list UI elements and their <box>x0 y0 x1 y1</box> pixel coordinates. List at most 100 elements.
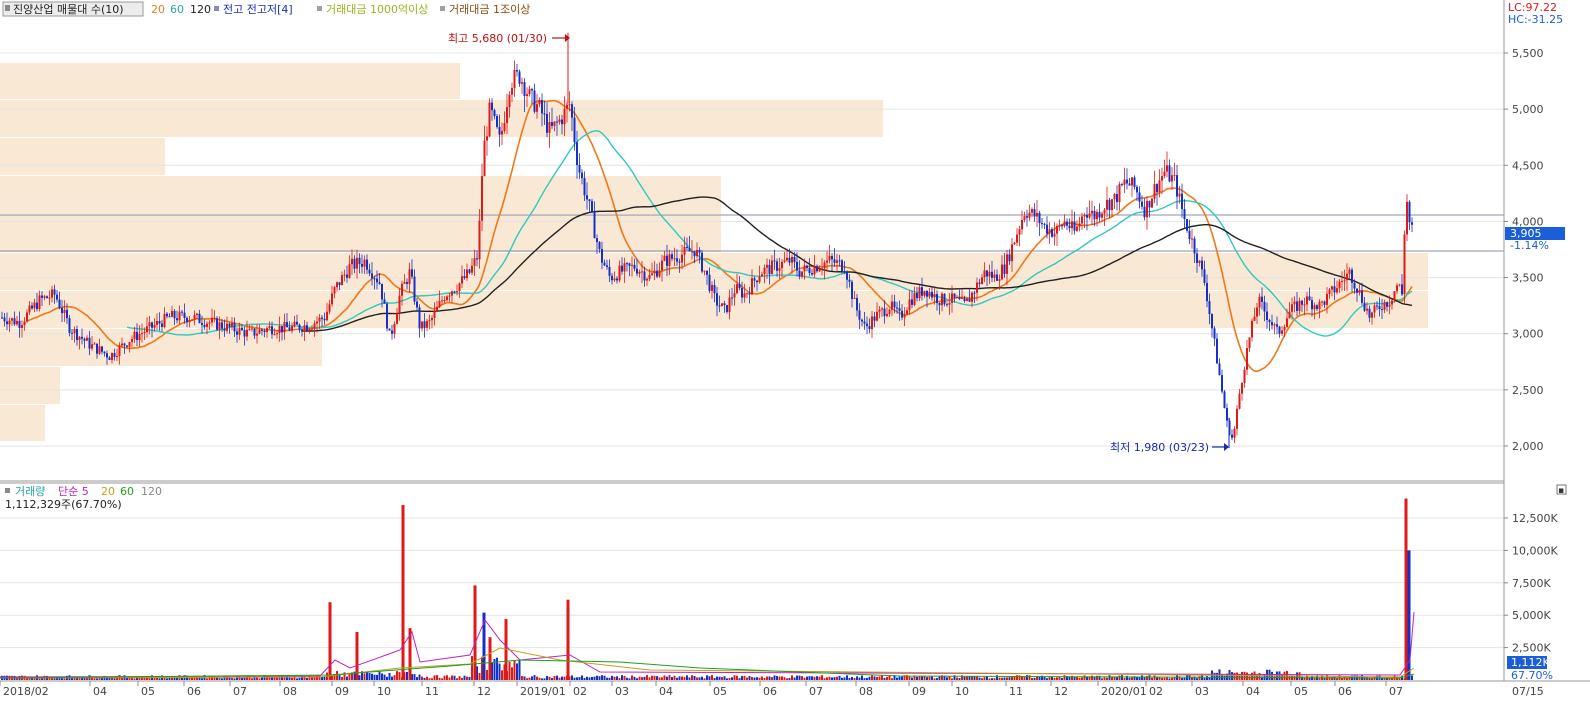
volume-bar <box>708 676 711 680</box>
volume-bar <box>596 675 598 680</box>
candle-body <box>1121 184 1123 186</box>
candle-body <box>1391 300 1393 305</box>
volume-bar <box>486 669 488 680</box>
volume-bar <box>981 678 983 680</box>
candle-body <box>268 326 271 329</box>
candle-body <box>138 334 141 340</box>
candle-body <box>461 276 463 284</box>
volume-bar <box>446 675 448 680</box>
volume-bar <box>976 675 978 680</box>
candle-body <box>826 260 828 263</box>
candle-body <box>81 336 83 339</box>
candle-body <box>1353 282 1356 289</box>
volume-bar <box>1038 676 1041 680</box>
candle-body <box>1143 206 1146 218</box>
candle-body <box>981 277 983 284</box>
volume-bar <box>198 677 201 680</box>
panel-toggle-button[interactable] <box>1556 484 1567 495</box>
candle-body <box>516 69 518 72</box>
candle-body <box>1038 212 1041 224</box>
volume-bar <box>901 676 903 680</box>
candle-body <box>391 330 393 334</box>
volume-bar <box>763 677 766 680</box>
candle-body <box>451 291 453 296</box>
volume-bar <box>101 677 103 680</box>
volume-current: 1,112,329주(67.70%) <box>5 498 122 511</box>
volume-bar <box>1081 677 1083 680</box>
candle-body <box>1138 192 1141 202</box>
volume-bar <box>1026 675 1028 680</box>
lc-readout: LC:97.22 <box>1508 1 1557 14</box>
candlesticks[interactable] <box>1 32 1413 449</box>
volume-bar <box>573 677 576 680</box>
volume-bar <box>458 676 461 680</box>
volume-bar <box>1083 675 1086 680</box>
candle-body <box>693 251 696 257</box>
candle-body <box>1313 305 1316 310</box>
candle-body <box>613 278 616 281</box>
candle-body <box>601 249 603 263</box>
candle-body <box>106 353 108 358</box>
candle-body <box>848 279 851 282</box>
candle-body <box>438 300 441 307</box>
candle-body <box>1318 301 1321 309</box>
volume-bar <box>1063 675 1066 680</box>
volume-bar <box>546 675 548 680</box>
volume-bar <box>1203 677 1206 680</box>
candle-body <box>296 321 298 325</box>
volume-ma120: 120 <box>141 485 162 498</box>
volume-bars[interactable] <box>0 498 1415 680</box>
volume-bar <box>188 678 191 680</box>
volume-bar <box>321 676 323 680</box>
volume-bar <box>1216 672 1218 680</box>
candle-body <box>386 303 388 329</box>
candle-body <box>503 123 506 132</box>
candle-body <box>278 325 281 334</box>
volume-bar <box>1136 676 1138 680</box>
volume-bar <box>741 676 743 680</box>
volume-bar <box>591 676 593 680</box>
ma120-label: 120 <box>190 3 211 16</box>
candle-body <box>1406 201 1408 235</box>
candle-body <box>73 328 76 334</box>
volume-bar <box>51 676 53 680</box>
volume-bar <box>898 676 901 680</box>
price-tick-label: 4,500 <box>1512 159 1544 172</box>
candle-body <box>16 320 18 325</box>
volume-bar <box>1236 672 1238 680</box>
volume-bar <box>896 677 898 680</box>
indicator-name[interactable]: 진양산업 매물대 수(10) <box>13 3 124 16</box>
candle-body <box>163 313 166 327</box>
volume-bar <box>853 677 856 680</box>
candle-body <box>123 343 126 346</box>
volume-bar <box>398 672 401 680</box>
candle-body <box>216 318 218 330</box>
volume-bar <box>318 676 321 680</box>
candle-body <box>228 323 231 327</box>
volume-bar <box>528 677 531 680</box>
volume-bar <box>1073 676 1076 680</box>
candle-body <box>151 322 153 328</box>
candle-body <box>771 260 773 275</box>
candle-body <box>1271 322 1273 326</box>
volume-bar <box>983 677 986 680</box>
volume-bar <box>838 675 841 680</box>
volume-bar <box>136 676 138 680</box>
candle-body <box>588 199 591 202</box>
volume-ma60: 60 <box>120 485 134 498</box>
candle-body <box>121 343 123 346</box>
candle-body <box>536 104 538 112</box>
candle-body <box>453 291 456 293</box>
volume-spike <box>328 602 332 680</box>
candle-body <box>773 260 776 262</box>
volume-bar <box>1411 675 1413 680</box>
volume-bar <box>1258 672 1261 680</box>
candle-body <box>1246 348 1248 370</box>
volume-bar <box>863 678 866 680</box>
volume-bar <box>1161 677 1163 680</box>
volume-bar <box>711 675 713 680</box>
candle-body <box>653 270 656 274</box>
candle-body <box>1296 301 1298 311</box>
x-tick-label: 12 <box>1054 685 1068 698</box>
